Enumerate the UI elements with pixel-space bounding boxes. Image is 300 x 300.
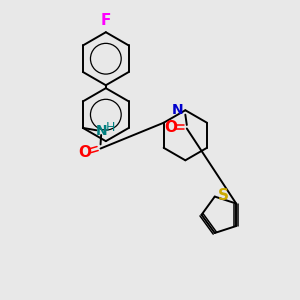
Text: H: H — [105, 121, 115, 134]
Text: O: O — [79, 146, 92, 160]
Text: S: S — [218, 188, 229, 202]
Text: O: O — [164, 119, 177, 134]
Text: F: F — [100, 13, 111, 28]
Text: N: N — [95, 124, 107, 138]
Text: N: N — [172, 103, 184, 117]
